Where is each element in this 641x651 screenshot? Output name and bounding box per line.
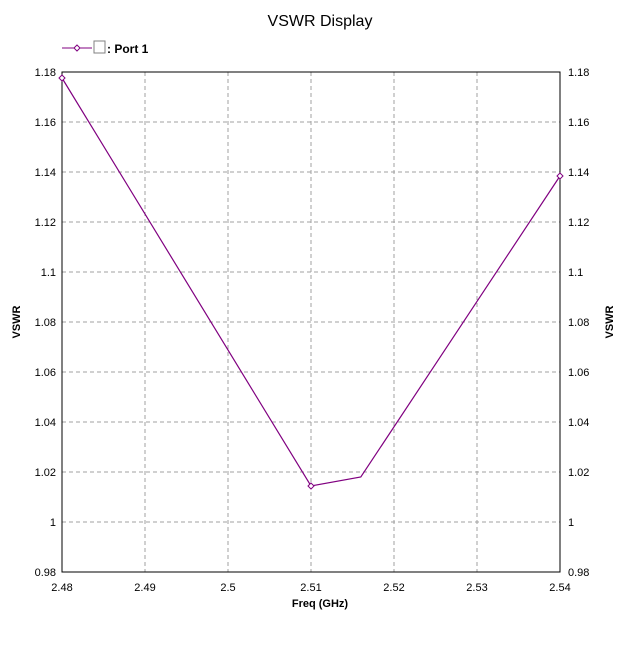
data-point	[307, 482, 315, 490]
x-tick-label: 2.52	[383, 582, 404, 594]
y-axis-label-left: VSWR	[11, 305, 23, 338]
y-tick-label-right: 1.04	[568, 417, 589, 429]
y-tick-label-right: 1.1	[568, 267, 583, 279]
data-point	[58, 74, 66, 82]
x-axis-label: Freq (GHz)	[292, 598, 349, 610]
y-tick-label-right: 0.98	[568, 567, 589, 579]
y-tick-label-right: 1.18	[568, 67, 589, 79]
plot-frame	[61, 71, 561, 573]
x-tick-label: 2.53	[466, 582, 487, 594]
data-point	[556, 172, 564, 180]
y-tick-label-right: 1.06	[568, 367, 589, 379]
y-tick-label-left: 1.1	[41, 267, 56, 279]
y-tick-label-right: 1.16	[568, 117, 589, 129]
x-tick-label: 2.48	[51, 582, 72, 594]
series-line	[61, 77, 561, 487]
legend-label: : Port 1	[107, 42, 149, 56]
legend-checkbox	[93, 40, 106, 54]
y-tick-label-left: 1.04	[35, 417, 56, 429]
x-tick-label: 2.54	[549, 582, 570, 594]
y-tick-label-right: 1.14	[568, 167, 589, 179]
y-tick-label-left: 1.14	[35, 167, 56, 179]
y-tick-label-right: 1.02	[568, 467, 589, 479]
y-tick-label-right: 1.12	[568, 217, 589, 229]
x-tick-label: 2.51	[300, 582, 321, 594]
chart-title: VSWR Display	[268, 13, 373, 30]
y-tick-label-left: 1.02	[35, 467, 56, 479]
y-tick-label-left: 1.18	[35, 67, 56, 79]
legend-marker	[73, 44, 81, 52]
y-axis-label-right: VSWR	[604, 305, 616, 338]
y-tick-label-left: 1.06	[35, 367, 56, 379]
y-tick-label-left: 1.12	[35, 217, 56, 229]
x-tick-label: 2.5	[220, 582, 235, 594]
x-tick-label: 2.49	[134, 582, 155, 594]
y-tick-label-right: 1	[568, 517, 574, 529]
y-tick-label-left: 1	[50, 517, 56, 529]
y-tick-label-left: 0.98	[35, 567, 56, 579]
y-tick-label-left: 1.08	[35, 317, 56, 329]
y-tick-label-left: 1.16	[35, 117, 56, 129]
y-tick-label-right: 1.08	[568, 317, 589, 329]
